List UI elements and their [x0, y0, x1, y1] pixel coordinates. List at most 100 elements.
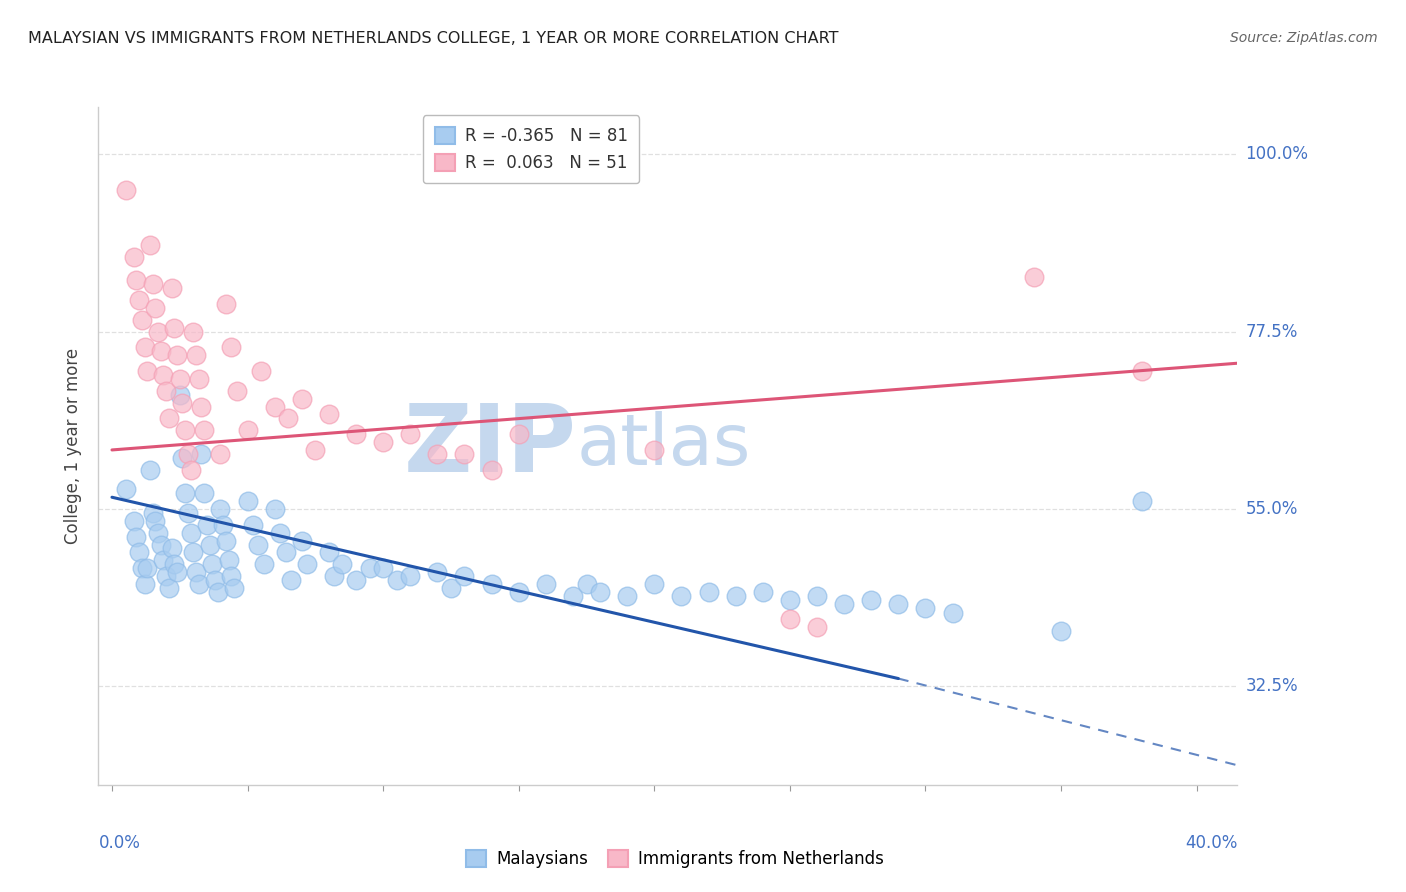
Point [914, 600, 936, 615]
Point [122, 514, 145, 528]
Point [589, 584, 612, 599]
Point [942, 606, 965, 620]
Point [385, 573, 408, 587]
Point [131, 561, 153, 575]
Legend: Malaysians, Immigrants from Netherlands: Malaysians, Immigrants from Netherlands [460, 843, 890, 875]
Point [344, 427, 367, 442]
Point [155, 384, 177, 398]
Point [453, 447, 475, 461]
Point [190, 400, 212, 414]
Point [832, 597, 855, 611]
Point [198, 537, 221, 551]
Point [1022, 269, 1045, 284]
Point [184, 565, 207, 579]
Point [887, 597, 910, 611]
Point [1050, 624, 1073, 639]
Point [274, 545, 297, 559]
Text: 0.0%: 0.0% [98, 834, 141, 852]
Point [152, 368, 174, 382]
Text: 55.0%: 55.0% [1246, 500, 1298, 518]
Point [323, 569, 346, 583]
Point [134, 341, 156, 355]
Point [1132, 494, 1154, 508]
Point [481, 463, 503, 477]
Text: 32.5%: 32.5% [1246, 677, 1298, 696]
Point [193, 423, 215, 437]
Point [160, 281, 183, 295]
Point [142, 506, 165, 520]
Point [125, 273, 148, 287]
Point [253, 558, 276, 572]
Text: atlas: atlas [576, 411, 751, 481]
Text: 77.5%: 77.5% [1246, 323, 1298, 341]
Point [174, 486, 197, 500]
Legend: R = -0.365   N = 81, R =  0.063   N = 51: R = -0.365 N = 81, R = 0.063 N = 51 [423, 115, 640, 184]
Point [344, 573, 367, 587]
Point [128, 545, 150, 559]
Point [155, 569, 177, 583]
Point [779, 612, 801, 626]
Point [145, 514, 167, 528]
Point [218, 553, 240, 567]
Point [201, 558, 224, 572]
Point [146, 525, 169, 540]
Point [149, 537, 172, 551]
Point [136, 364, 159, 378]
Point [221, 341, 243, 355]
Point [371, 435, 394, 450]
Point [247, 537, 270, 551]
Point [183, 325, 205, 339]
Point [146, 325, 169, 339]
Point [160, 541, 183, 556]
Point [671, 589, 693, 603]
Point [534, 577, 557, 591]
Point [291, 392, 314, 406]
Point [122, 250, 145, 264]
Point [163, 320, 186, 334]
Point [453, 569, 475, 583]
Y-axis label: College, 1 year or more: College, 1 year or more [65, 348, 83, 544]
Point [169, 372, 191, 386]
Point [399, 427, 422, 442]
Point [318, 408, 340, 422]
Point [172, 450, 194, 465]
Point [562, 589, 585, 603]
Point [180, 463, 202, 477]
Point [643, 442, 665, 457]
Point [169, 388, 191, 402]
Point [139, 238, 162, 252]
Point [149, 344, 172, 359]
Point [297, 558, 319, 572]
Point [1132, 364, 1154, 378]
Point [177, 447, 200, 461]
Point [180, 525, 202, 540]
Point [207, 584, 229, 599]
Text: ZIP: ZIP [404, 400, 576, 492]
Point [752, 584, 775, 599]
Point [236, 494, 259, 508]
Text: 40.0%: 40.0% [1185, 834, 1237, 852]
Point [125, 530, 148, 544]
Point [508, 427, 530, 442]
Point [204, 573, 226, 587]
Point [332, 558, 354, 572]
Point [250, 364, 273, 378]
Point [779, 592, 801, 607]
Point [142, 277, 165, 292]
Point [136, 561, 159, 575]
Point [304, 442, 326, 457]
Point [426, 565, 449, 579]
Point [440, 581, 463, 595]
Point [172, 395, 194, 409]
Point [187, 577, 209, 591]
Point [280, 573, 302, 587]
Point [166, 348, 188, 362]
Point [221, 569, 243, 583]
Point [139, 463, 162, 477]
Point [860, 592, 883, 607]
Text: Source: ZipAtlas.com: Source: ZipAtlas.com [1230, 31, 1378, 45]
Point [806, 620, 828, 634]
Point [145, 301, 167, 315]
Point [724, 589, 747, 603]
Point [643, 577, 665, 591]
